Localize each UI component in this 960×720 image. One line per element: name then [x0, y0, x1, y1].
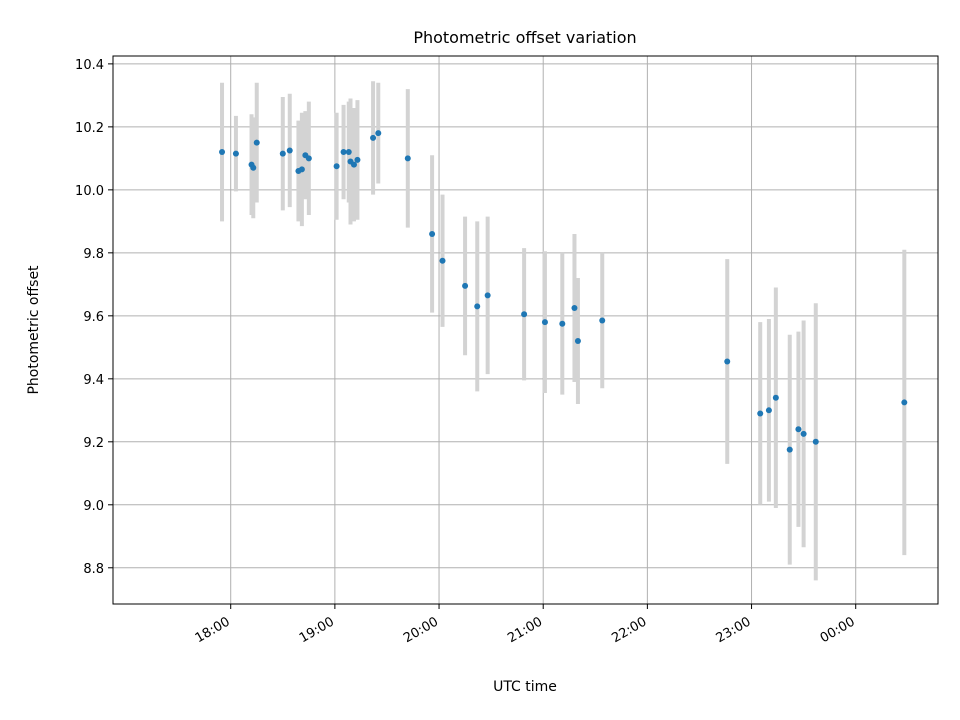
x-axis-label: UTC time [493, 679, 557, 695]
data-point [350, 161, 357, 168]
data-point [429, 230, 436, 237]
data-point [370, 134, 377, 141]
data-point [599, 317, 606, 324]
data-point [474, 303, 481, 310]
y-tick-label: 9.6 [83, 310, 104, 325]
data-point [439, 257, 446, 264]
data-point [279, 150, 286, 157]
data-point [250, 164, 257, 171]
data-point [812, 438, 819, 445]
data-point [484, 292, 491, 299]
data-point [340, 149, 347, 156]
x-tick-label: 00:00 [818, 614, 858, 646]
y-tick-label: 8.8 [83, 562, 104, 577]
y-tick-label: 10.2 [75, 121, 104, 136]
data-point [521, 311, 528, 318]
y-axis-label: Photometric offset [26, 265, 42, 395]
data-point [333, 163, 340, 170]
data-point [354, 156, 361, 163]
error-bars [220, 81, 907, 581]
data-point [232, 150, 239, 157]
y-tick-label: 10.4 [75, 58, 104, 73]
plot-area-frame [112, 55, 939, 605]
data-point [541, 319, 548, 326]
y-axis-ticks: 8.8 9.0 9.2 9.4 9.6 9.8 10.0 10.2 10.4 [75, 58, 113, 577]
data-point [253, 139, 260, 146]
data-point [219, 149, 226, 156]
data-point [404, 155, 411, 162]
y-tick-label: 9.2 [83, 436, 104, 451]
x-tick-label: 18:00 [193, 614, 233, 646]
data-point [574, 338, 581, 345]
y-tick-label: 9.0 [83, 499, 104, 514]
data-points [219, 130, 908, 453]
data-point [772, 394, 779, 401]
data-point [286, 147, 293, 154]
data-point [757, 410, 764, 417]
data-point [901, 399, 908, 406]
y-tick-label: 9.4 [83, 373, 104, 388]
x-tick-label: 22:00 [609, 614, 649, 646]
data-point [298, 166, 305, 173]
chart-title: Photometric offset variation [413, 28, 636, 47]
x-tick-label: 20:00 [401, 614, 441, 646]
data-point [559, 320, 566, 327]
data-point [786, 446, 793, 453]
data-point [375, 130, 382, 137]
y-tick-label: 10.0 [75, 184, 104, 199]
data-point [795, 426, 802, 433]
data-point [765, 407, 772, 414]
y-tick-label: 9.8 [83, 247, 104, 262]
data-point [724, 358, 731, 365]
data-point [571, 304, 578, 311]
data-point [345, 149, 352, 156]
x-tick-label: 21:00 [505, 614, 545, 646]
x-axis-ticks: 18:00 19:00 20:00 21:00 22:00 23:00 00:00 [193, 604, 858, 646]
data-point [462, 282, 469, 289]
x-tick-label: 23:00 [714, 614, 754, 646]
data-point [305, 155, 312, 162]
x-tick-label: 19:00 [297, 614, 337, 646]
data-point [800, 430, 807, 437]
